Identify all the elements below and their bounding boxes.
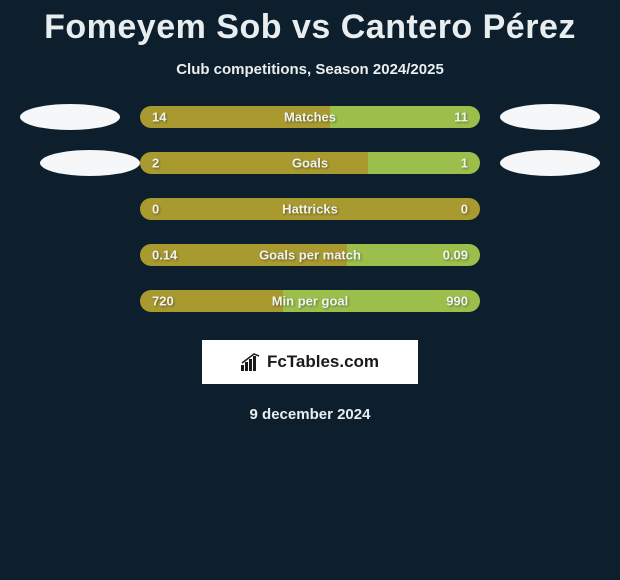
page-title: Fomeyem Sob vs Cantero Pérez	[0, 0, 620, 47]
bar-segment-left	[140, 152, 368, 174]
stat-bar: 14 Matches 11	[140, 106, 480, 128]
stat-row: 0.14 Goals per match 0.09	[0, 244, 620, 266]
player-marker-right	[500, 104, 600, 130]
stat-value-right: 0.09	[443, 248, 468, 263]
brand-chart-icon	[241, 353, 263, 371]
stat-row: 2 Goals 1	[0, 152, 620, 174]
player-marker-left	[20, 104, 120, 130]
player-marker-right	[500, 150, 600, 176]
stat-value-left: 0.14	[152, 248, 177, 263]
stat-value-right: 0	[461, 202, 468, 217]
stat-label: Matches	[284, 110, 336, 125]
stat-value-left: 0	[152, 202, 159, 217]
stat-label: Min per goal	[272, 294, 349, 309]
brand-box: FcTables.com	[202, 340, 418, 384]
stat-value-left: 14	[152, 110, 166, 125]
stat-row: 0 Hattricks 0	[0, 198, 620, 220]
ellipse-wrap-right	[480, 104, 610, 130]
stat-bar: 720 Min per goal 990	[140, 290, 480, 312]
stat-bar: 0.14 Goals per match 0.09	[140, 244, 480, 266]
stat-label: Hattricks	[282, 202, 338, 217]
stat-label: Goals	[292, 156, 328, 171]
stat-label: Goals per match	[259, 248, 361, 263]
stat-value-left: 2	[152, 156, 159, 171]
brand-text: FcTables.com	[267, 352, 379, 372]
stat-row: 720 Min per goal 990	[0, 290, 620, 312]
ellipse-wrap-left	[10, 104, 140, 130]
stat-value-right: 990	[446, 294, 468, 309]
stat-bar: 0 Hattricks 0	[140, 198, 480, 220]
stats-rows: 14 Matches 11 2 Goals 1 0 Hattricks 0 0.14 Goals p…	[0, 106, 620, 312]
stat-bar: 2 Goals 1	[140, 152, 480, 174]
stat-value-right: 1	[461, 156, 468, 171]
stat-value-left: 720	[152, 294, 174, 309]
subtitle: Club competitions, Season 2024/2025	[0, 61, 620, 78]
player-marker-left	[40, 150, 140, 176]
ellipse-wrap-right	[480, 150, 610, 176]
stat-row: 14 Matches 11	[0, 106, 620, 128]
date-text: 9 december 2024	[0, 406, 620, 423]
ellipse-wrap-left	[10, 150, 140, 176]
stat-value-right: 11	[454, 110, 468, 125]
